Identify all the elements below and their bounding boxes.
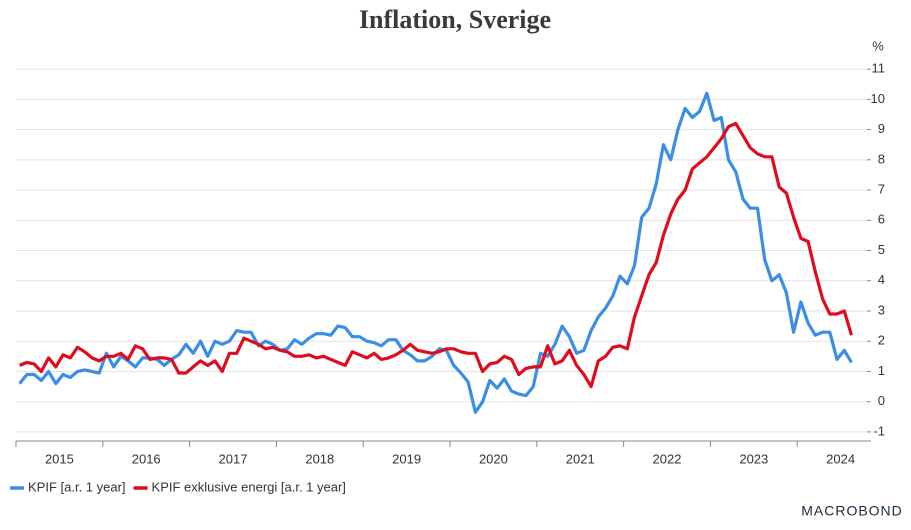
y-unit: %: [872, 38, 884, 53]
y-tick-label: 9: [878, 121, 885, 136]
y-tick-label: 3: [878, 302, 885, 317]
x-tick-label: 2024: [826, 451, 855, 466]
source-logo: MACROBOND: [801, 503, 903, 519]
y-tick-label: 1: [878, 363, 885, 378]
y-tick-label: 6: [878, 212, 885, 227]
y-tick-label: 5: [878, 242, 885, 257]
y-tick-label: 2: [878, 333, 885, 348]
y-tick-label: 7: [878, 181, 885, 196]
series-line: [18, 121, 854, 389]
y-tick-label: 4: [878, 272, 885, 287]
y-tick-label: 10: [871, 91, 885, 106]
y-tick-label: 8: [878, 151, 885, 166]
series-line: [18, 91, 853, 414]
x-tick-label: 2019: [392, 451, 421, 466]
chart-title: Inflation, Sverige: [359, 5, 551, 34]
x-tick-label: 2021: [566, 451, 595, 466]
x-tick-label: 2020: [479, 451, 508, 466]
legend-label: KPIF exklusive energi [a.r. 1 year]: [152, 479, 346, 494]
x-tick-label: 2016: [132, 451, 161, 466]
y-tick-label: 11: [872, 61, 886, 76]
y-tick-label: 0: [878, 393, 885, 408]
x-tick-label: 2017: [219, 451, 248, 466]
x-tick-label: 2023: [739, 451, 768, 466]
x-tick-label: 2018: [305, 451, 334, 466]
x-tick-label: 2015: [45, 451, 74, 466]
legend-label: KPIF [a.r. 1 year]: [28, 479, 126, 494]
y-tick-label: -1: [873, 423, 885, 438]
x-tick-label: 2022: [653, 451, 682, 466]
